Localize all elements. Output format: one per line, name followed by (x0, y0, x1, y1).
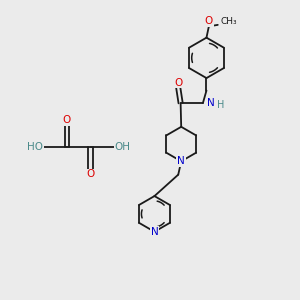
Text: O: O (86, 169, 95, 179)
Text: O: O (174, 77, 182, 88)
Text: N: N (151, 227, 158, 237)
Text: N: N (207, 98, 215, 108)
Text: N: N (177, 156, 185, 166)
Text: O: O (63, 115, 71, 125)
Text: O: O (205, 16, 213, 26)
Text: CH₃: CH₃ (220, 17, 237, 26)
Text: OH: OH (115, 142, 131, 152)
Text: HO: HO (27, 142, 43, 152)
Text: H: H (217, 100, 224, 110)
